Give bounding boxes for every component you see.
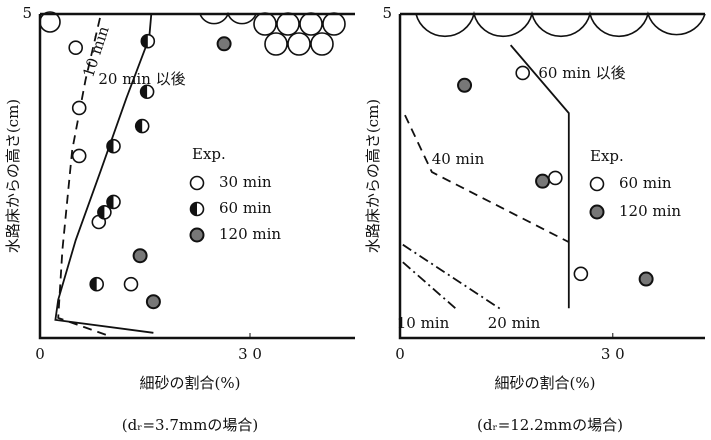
legend-title: Exp. [590, 147, 624, 165]
point [216, 36, 232, 52]
point [573, 266, 589, 282]
point [123, 276, 139, 292]
caption: (dᵣ=12.2mmの場合) [477, 416, 623, 434]
point [71, 100, 87, 116]
curve-label: 20 min 以後 [98, 70, 185, 88]
legend-label: 60 min [619, 174, 672, 192]
curve-label: 40 min [432, 150, 485, 168]
point-half [107, 139, 114, 153]
point [535, 173, 551, 189]
curve-label: 10 min [397, 314, 450, 332]
x-axis-label: 細砂の割合(%) [495, 374, 596, 392]
x-tick-label: 0 [35, 345, 45, 363]
curve [402, 261, 456, 309]
y-tick-label: 5 [382, 4, 392, 22]
caption: (dᵣ=3.7mmの場合) [122, 416, 258, 434]
curve [402, 243, 503, 311]
y-axis-label: 水路床からの高さ(cm) [364, 99, 382, 253]
y-axis-label: 水路床からの高さ(cm) [4, 99, 22, 253]
point [145, 294, 161, 310]
point-half [97, 205, 105, 219]
legend-label: 120 min [219, 225, 281, 243]
legend-marker [589, 176, 605, 192]
legend-marker [189, 227, 205, 243]
curve-label: 60 min 以後 [538, 64, 625, 82]
curve [54, 13, 154, 334]
legend-marker [190, 202, 197, 216]
legend-marker [189, 175, 205, 191]
x-tick-label: 3 0 [601, 345, 625, 363]
point [638, 271, 654, 287]
point [132, 248, 148, 264]
legend-label: 120 min [619, 202, 681, 220]
point [457, 77, 473, 93]
point [71, 148, 87, 164]
curve-label: 20 min [488, 314, 541, 332]
legend-label: 30 min [219, 173, 272, 191]
point-half [135, 119, 143, 133]
x-tick-label: 0 [395, 345, 405, 363]
point-half [140, 85, 148, 99]
point [548, 170, 563, 186]
legend-marker [589, 204, 605, 220]
point-half [107, 195, 114, 209]
point-half [90, 277, 97, 291]
x-tick-label: 3 0 [238, 345, 262, 363]
curve [57, 13, 107, 336]
point-half [141, 34, 148, 48]
legend-label: 60 min [219, 199, 272, 217]
curve [509, 44, 570, 309]
point [68, 40, 83, 55]
y-tick-label: 5 [22, 4, 32, 22]
x-axis-label: 細砂の割合(%) [140, 374, 241, 392]
legend-title: Exp. [192, 145, 226, 163]
curve [404, 114, 570, 243]
bed-decoration [39, 10, 706, 56]
point [515, 65, 531, 81]
